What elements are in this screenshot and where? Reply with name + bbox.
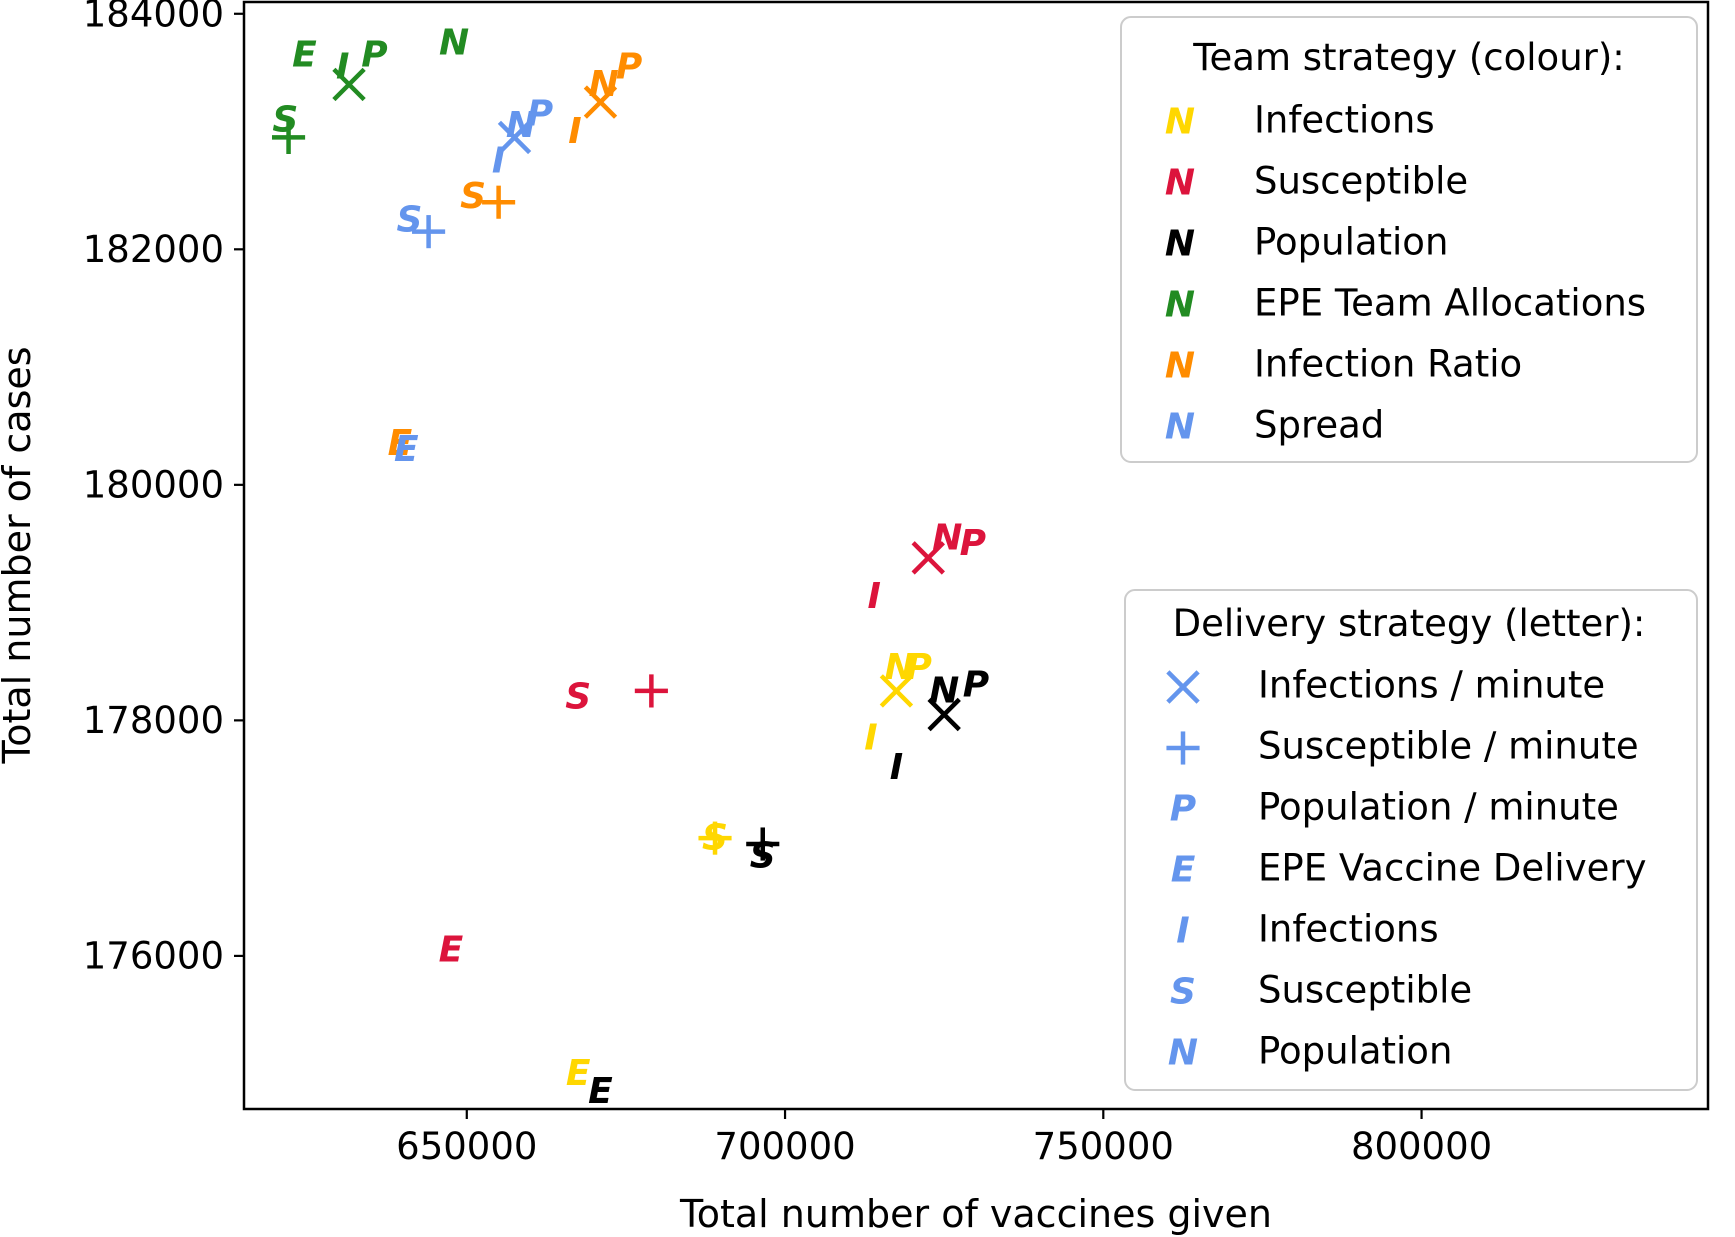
- plus-marker: [412, 215, 446, 249]
- plus-marker: [698, 821, 732, 855]
- delivery-legend-swatch: E: [1171, 850, 1196, 891]
- y-tick-label: 182000: [83, 228, 224, 271]
- n-marker: N: [885, 647, 915, 688]
- delivery-legend-swatch: P: [1170, 789, 1196, 830]
- p-marker: P: [361, 34, 387, 75]
- p-marker: P: [960, 523, 986, 564]
- x-tick-label: 700000: [714, 1125, 855, 1168]
- y-axis-label: Total number of cases: [0, 346, 39, 764]
- plus-marker: [634, 674, 668, 708]
- team-legend-label: EPE Team Allocations: [1254, 282, 1646, 325]
- axes-frame: [242, 0, 1710, 1111]
- team-legend-swatch: N: [1165, 102, 1195, 143]
- team-legend-swatch: N: [1165, 407, 1195, 448]
- x-axis-label: Total number of vaccines given: [679, 1192, 1272, 1236]
- plus-marker: [482, 185, 516, 219]
- e-marker: E: [388, 423, 413, 464]
- delivery-strategy-legend: Delivery strategy (letter): Infections /…: [1124, 589, 1698, 1091]
- i-marker: I: [864, 718, 877, 759]
- team-legend-swatch: N: [1165, 163, 1195, 204]
- i-marker: I: [336, 46, 349, 87]
- delivery-legend-label: EPE Vaccine Delivery: [1258, 847, 1646, 890]
- team-legend-title: Team strategy (colour):: [1192, 36, 1625, 79]
- team-legend-swatch: N: [1165, 224, 1195, 265]
- delivery-legend-label: Susceptible: [1258, 969, 1472, 1012]
- x-marker: [497, 120, 532, 155]
- team-legend-label: Infections: [1254, 99, 1435, 142]
- s-marker: S: [750, 835, 776, 876]
- n-marker: N: [929, 670, 959, 711]
- s-marker: S: [397, 199, 423, 240]
- y-axis-ticks: 176000 178000 180000 182000 184000: [83, 0, 244, 977]
- x-marker: [332, 67, 366, 102]
- delivery-legend-swatch: [1166, 731, 1200, 765]
- x-marker: [879, 674, 914, 708]
- p-marker: P: [527, 93, 553, 134]
- x-axis-ticks: 650000 700000 750000 800000: [396, 1109, 1492, 1168]
- delivery-legend-swatch: I: [1176, 911, 1189, 952]
- delivery-legend-label: Population: [1258, 1030, 1452, 1073]
- p-marker: P: [963, 665, 989, 706]
- e-marker: E: [588, 1071, 613, 1112]
- series-group: NP E I S: [566, 647, 932, 1094]
- n-marker: N: [589, 64, 619, 105]
- plus-marker: [271, 120, 306, 154]
- i-marker: I: [568, 111, 581, 152]
- i-marker: I: [492, 140, 505, 181]
- team-legend-frame: [1120, 16, 1698, 463]
- team-strategy-legend: Team strategy (colour): N Infections N Susc…: [1120, 16, 1698, 463]
- delivery-legend-label: Infections: [1258, 908, 1439, 951]
- x-marker: [927, 697, 961, 732]
- i-marker: I: [890, 747, 903, 788]
- s-marker: S: [272, 99, 298, 140]
- x-tick-label: 800000: [1351, 1125, 1492, 1168]
- y-tick-label: 184000: [83, 0, 224, 35]
- team-legend-swatch: N: [1165, 285, 1195, 326]
- team-legend-label: Susceptible: [1254, 160, 1468, 203]
- e-marker: E: [566, 1053, 591, 1094]
- e-marker: E: [292, 34, 317, 75]
- e-marker: E: [394, 429, 419, 470]
- x-tick-label: 750000: [1033, 1125, 1174, 1168]
- delivery-legend-label: Infections / minute: [1258, 664, 1605, 707]
- team-legend-swatch: N: [1165, 346, 1195, 387]
- team-legend-label: Spread: [1254, 404, 1384, 447]
- x-marker: [911, 541, 945, 575]
- delivery-legend-frame: [1124, 589, 1698, 1091]
- x-marker: [583, 85, 618, 119]
- plus-marker: [746, 827, 780, 861]
- delivery-legend-swatch: S: [1170, 972, 1196, 1013]
- n-marker: N: [506, 105, 536, 146]
- s-marker: S: [565, 676, 591, 717]
- p-marker: P: [616, 46, 642, 87]
- y-tick-label: 176000: [83, 934, 224, 977]
- s-marker: S: [702, 818, 728, 859]
- team-legend-label: Infection Ratio: [1254, 343, 1522, 386]
- s-marker: S: [460, 176, 486, 217]
- delivery-legend-label: Population / minute: [1258, 786, 1619, 829]
- n-marker: N: [932, 517, 962, 558]
- p-marker: P: [906, 647, 932, 688]
- i-marker: I: [867, 576, 880, 617]
- y-tick-label: 180000: [83, 463, 224, 506]
- y-tick-label: 178000: [83, 699, 224, 742]
- delivery-legend-label: Susceptible / minute: [1258, 725, 1639, 768]
- delivery-legend-title: Delivery strategy (letter):: [1173, 602, 1646, 645]
- x-tick-label: 650000: [396, 1125, 537, 1168]
- e-marker: E: [439, 930, 464, 971]
- delivery-legend-swatch: N: [1168, 1033, 1198, 1074]
- delivery-legend-swatch: [1166, 670, 1200, 704]
- n-marker: N: [439, 23, 469, 64]
- team-legend-label: Population: [1254, 221, 1448, 264]
